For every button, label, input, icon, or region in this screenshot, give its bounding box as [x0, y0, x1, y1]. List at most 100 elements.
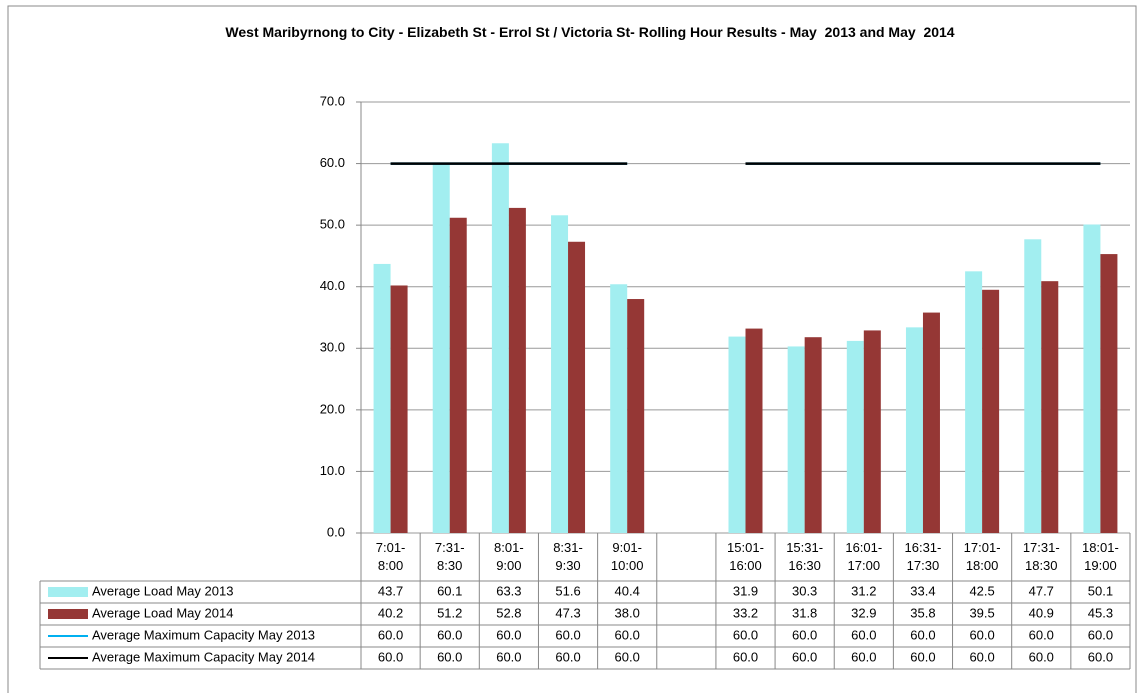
table-value: 60.0: [1029, 649, 1054, 664]
x-tick-label: 8:01- 9:00: [494, 540, 524, 573]
y-tick-label: 20.0: [320, 401, 345, 416]
table-value: 60.0: [555, 649, 580, 664]
bar: [449, 217, 467, 534]
table-value: 40.4: [615, 583, 640, 598]
table-value: 30.3: [792, 583, 817, 598]
bar: [390, 285, 408, 533]
table-value: 50.1: [1088, 583, 1113, 598]
table-value: 60.0: [615, 649, 640, 664]
table-value: 45.3: [1088, 605, 1113, 620]
bar: [905, 327, 923, 533]
x-tick-label: 16:31- 17:30: [904, 540, 942, 573]
table-value: 42.5: [969, 583, 994, 598]
table-value: 60.0: [910, 627, 935, 642]
bar: [1083, 224, 1101, 533]
table-value: 60.0: [1029, 627, 1054, 642]
table-value: 38.0: [615, 605, 640, 620]
legend-label: Average Load May 2013: [92, 583, 233, 598]
table-value: 47.7: [1029, 583, 1054, 598]
table-value: 60.0: [851, 627, 876, 642]
y-tick-label: 50.0: [320, 217, 345, 232]
y-tick-label: 10.0: [320, 463, 345, 478]
table-value: 60.0: [792, 627, 817, 642]
table-value: 60.0: [378, 627, 403, 642]
y-tick-label: 70.0: [320, 93, 345, 108]
table-value: 52.8: [496, 605, 521, 620]
x-tick-label: 18:01- 19:00: [1081, 540, 1119, 573]
x-tick-label: 15:01- 16:00: [727, 540, 764, 573]
table-value: 31.8: [792, 605, 817, 620]
chart-title: West Maribyrnong to City - Elizabeth St …: [225, 24, 955, 40]
bar: [568, 241, 586, 533]
x-tick-label: 17:01- 18:00: [963, 540, 1001, 573]
bar: [1100, 254, 1118, 533]
bar: [863, 330, 881, 533]
table-value: 60.0: [496, 649, 521, 664]
table-value: 40.2: [378, 605, 403, 620]
table-value: 60.0: [437, 649, 462, 664]
table-value: 47.3: [555, 605, 580, 620]
table-value: 31.2: [851, 583, 876, 598]
table-value: 60.0: [851, 649, 876, 664]
table-value: 60.0: [1088, 627, 1113, 642]
bar: [373, 263, 391, 533]
bar: [965, 271, 983, 533]
table-value: 33.4: [910, 583, 935, 598]
bar: [627, 299, 645, 533]
table-value: 51.6: [555, 583, 580, 598]
table-value: 60.0: [969, 649, 994, 664]
bar: [610, 284, 628, 533]
table-value: 60.0: [555, 627, 580, 642]
table-value: 60.0: [733, 649, 758, 664]
legend-label: Average Maximum Capacity May 2014: [92, 649, 315, 664]
table-value: 32.9: [851, 605, 876, 620]
table-value: 43.7: [378, 583, 403, 598]
legend-swatch: [48, 587, 88, 597]
table-value: 60.0: [1088, 649, 1113, 664]
table-value: 60.0: [910, 649, 935, 664]
table-value: 40.9: [1029, 605, 1054, 620]
y-tick-label: 30.0: [320, 340, 345, 355]
table-value: 33.2: [733, 605, 758, 620]
x-tick-label: 7:01- 8:00: [375, 540, 406, 573]
bar: [922, 312, 940, 533]
bar: [432, 162, 450, 533]
table-value: 60.0: [733, 627, 758, 642]
x-tick-label: 15:31- 16:30: [786, 540, 824, 573]
legend-label: Average Maximum Capacity May 2013: [92, 627, 315, 642]
legend-label: Average Load May 2014: [92, 605, 233, 620]
table-value: 60.0: [496, 627, 521, 642]
table-value: 51.2: [437, 605, 462, 620]
bar: [982, 289, 1000, 533]
bar: [491, 143, 509, 533]
bar: [728, 336, 746, 533]
x-tick-label: 7:31- 8:30: [434, 540, 465, 573]
table-value: 35.8: [910, 605, 935, 620]
table-value: 60.0: [969, 627, 994, 642]
table-value: 60.1: [437, 583, 462, 598]
bar: [846, 340, 864, 533]
table-value: 63.3: [496, 583, 521, 598]
x-tick-label: 16:01- 17:00: [845, 540, 883, 573]
chart-frame: [7, 5, 1137, 693]
table-value: 60.0: [378, 649, 403, 664]
x-tick-label: 9:01- 10:00: [610, 540, 644, 573]
bar: [787, 346, 805, 533]
bar: [508, 207, 526, 533]
legend-swatch: [48, 609, 88, 619]
table-value: 60.0: [615, 627, 640, 642]
bar: [745, 328, 763, 533]
table-value: 60.0: [792, 649, 817, 664]
y-tick-label: 0.0: [327, 524, 345, 539]
y-tick-label: 40.0: [320, 278, 345, 293]
bar: [1041, 281, 1059, 533]
bar: [804, 337, 822, 533]
bar: [1024, 239, 1042, 533]
bar: [551, 215, 569, 533]
y-tick-label: 60.0: [320, 155, 345, 170]
table-value: 31.9: [733, 583, 758, 598]
x-tick-label: 17:31- 18:30: [1022, 540, 1060, 573]
table-value: 60.0: [437, 627, 462, 642]
